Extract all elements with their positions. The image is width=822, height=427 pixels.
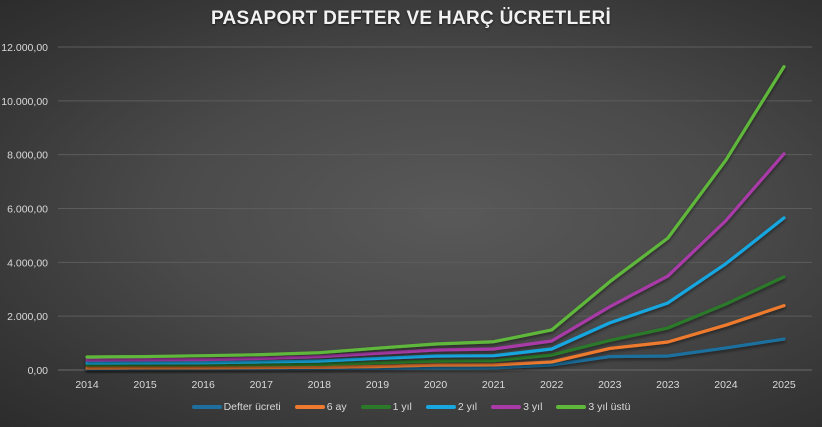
- legend-swatch-icon: [425, 405, 456, 409]
- x-tick-label: 2018: [308, 379, 332, 391]
- legend-label: 3 yıl: [523, 401, 543, 413]
- legend-item: 6 ay: [294, 401, 347, 413]
- legend-swatch-icon: [491, 405, 522, 409]
- chart-title: PASAPORT DEFTER VE HARÇ ÜCRETLERİ: [210, 8, 612, 29]
- legend-swatch-icon: [294, 405, 325, 409]
- legend-swatch-icon: [556, 405, 587, 409]
- legend-item: 1 yıl: [360, 401, 412, 413]
- x-tick-label: 2014: [75, 379, 99, 391]
- legend-item: 3 yıl: [491, 401, 542, 413]
- y-tick-label: 4.000,00: [7, 257, 48, 269]
- x-tick-label: 2020: [424, 379, 448, 391]
- x-tick-label: 2023: [656, 379, 680, 391]
- series-line-3-yıl-üstü: [85, 65, 786, 359]
- x-tick-label: 2017: [250, 379, 274, 391]
- y-tick-label: 8.000,00: [7, 150, 48, 162]
- x-tick-label: 2019: [366, 379, 390, 391]
- series-line-2-yıl: [85, 216, 786, 365]
- y-tick-label: 10.000,00: [1, 96, 48, 108]
- legend-label: 6 ay: [326, 401, 347, 413]
- legend-label: 2 yıl: [457, 401, 478, 413]
- x-tick-label: 2025: [772, 379, 796, 391]
- legend-label: 3 yıl üstü: [588, 401, 631, 413]
- legend-item: Defter ücreti: [191, 401, 281, 413]
- x-tick-label: 2015: [133, 379, 157, 391]
- x-tick-label: 2023: [598, 379, 622, 391]
- legend-label: 1 yıl: [392, 401, 412, 413]
- y-tick-label: 0,00: [28, 365, 49, 377]
- x-tick-label: 2024: [714, 379, 738, 391]
- legend-label: Defter ücreti: [223, 401, 281, 413]
- y-tick-label: 2.000,00: [7, 311, 48, 323]
- y-tick-label: 12.000,00: [1, 42, 48, 54]
- y-tick-label: 6.000,00: [7, 204, 48, 216]
- x-tick-label: 2022: [540, 379, 564, 391]
- legend-item: 2 yıl: [425, 401, 478, 413]
- series-line-6-ay: [85, 304, 786, 370]
- legend: Defter ücreti 6 ay 1 yıl 2 yıl 3 yıl 3 yıl üs…: [0, 401, 822, 413]
- series-line-1-yıl: [85, 275, 786, 367]
- legend-item: 3 yıl üstü: [556, 401, 630, 413]
- x-tick-label: 2016: [191, 379, 215, 391]
- x-tick-label: 2021: [482, 379, 506, 391]
- legend-swatch-icon: [360, 405, 391, 409]
- legend-swatch-icon: [191, 405, 222, 409]
- series-line-3-yıl: [85, 152, 786, 362]
